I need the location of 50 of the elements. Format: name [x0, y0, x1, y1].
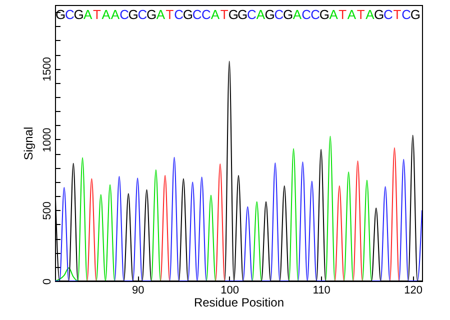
x-tick-label: 90	[132, 284, 144, 296]
annotation: A	[256, 7, 266, 22]
annotation: T	[92, 7, 101, 22]
annotation: G	[228, 7, 239, 22]
annotation: A	[292, 7, 302, 22]
annotation: G	[74, 7, 84, 22]
y-tick-label: 1000	[42, 128, 54, 152]
annotation: A	[156, 7, 166, 22]
annotation: A	[347, 7, 356, 22]
annotation: T	[338, 7, 347, 22]
x-tick-label: 100	[220, 284, 240, 296]
annotation: C	[192, 7, 202, 22]
annotation: A	[210, 7, 220, 22]
annotation: T	[220, 7, 228, 22]
annotation: C	[246, 7, 256, 22]
annotation: T	[166, 7, 174, 22]
annotation: C	[120, 7, 129, 22]
annotation: G	[128, 7, 138, 22]
annotation: G	[182, 7, 194, 22]
annotation: G	[319, 7, 330, 22]
annotation: G	[282, 7, 294, 22]
annotation: G	[237, 7, 248, 22]
annotation: C	[174, 7, 184, 22]
annotation: G	[374, 7, 384, 22]
annotation: A	[84, 7, 93, 22]
annotation: A	[102, 7, 111, 22]
annotation: C	[64, 7, 74, 22]
annotation: C	[302, 7, 311, 22]
y-axis-title: Signal	[22, 126, 36, 160]
annotation: G	[146, 7, 157, 22]
annotation: C	[138, 7, 148, 22]
annotation: G	[55, 7, 66, 22]
annotation: A	[329, 7, 338, 22]
annotation: C	[201, 7, 211, 22]
annotation: A	[366, 7, 375, 22]
y-tick-label: 1500	[42, 56, 54, 82]
annotation: C	[274, 7, 284, 22]
y-tick-label: 0	[42, 278, 54, 285]
annotation: G	[410, 7, 421, 22]
annotation: C	[402, 7, 412, 22]
annotation: T	[393, 7, 402, 22]
x-axis-title: Residue Position	[194, 296, 284, 310]
annotation: T	[356, 7, 365, 22]
annotation: G	[264, 7, 275, 22]
x-tick-label: 120	[404, 284, 423, 296]
annotation: C	[310, 7, 320, 22]
annotation: C	[383, 7, 393, 22]
y-tick-label: 500	[42, 202, 54, 220]
annotation: A	[110, 7, 120, 22]
x-tick-label: 110	[312, 284, 330, 296]
